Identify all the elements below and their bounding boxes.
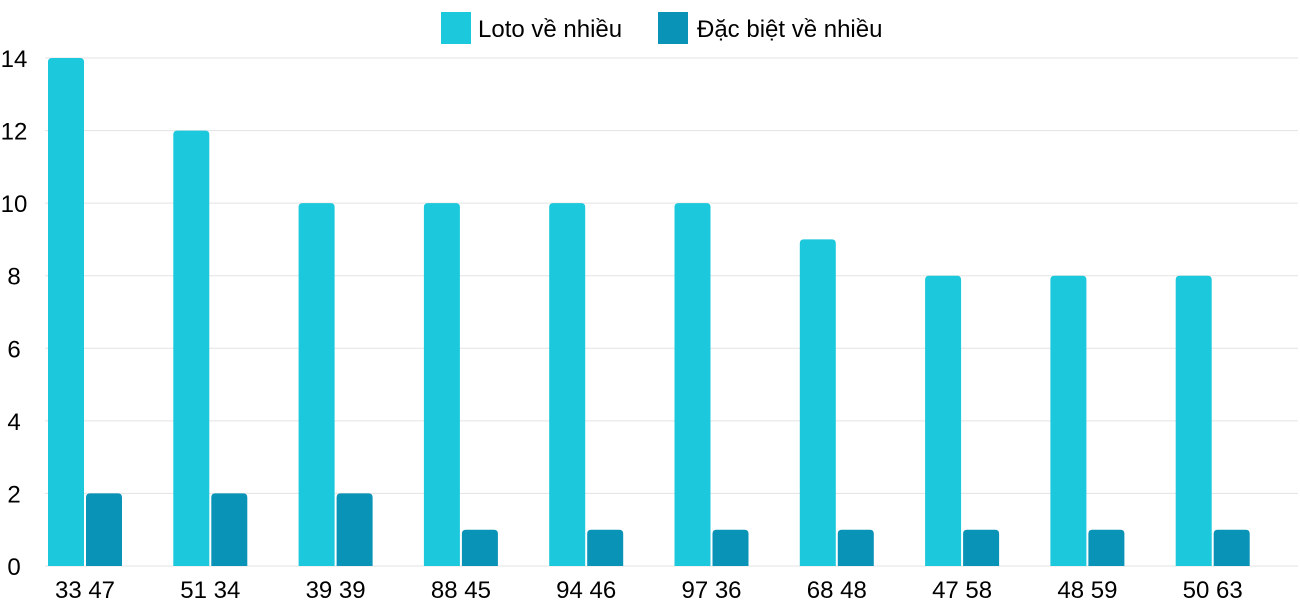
legend: Loto về nhiều Đặc biệt về nhiều: [441, 12, 882, 44]
bars: [48, 58, 1250, 567]
x-tick-label: 48 59: [1057, 577, 1117, 600]
bar-dac-biet: [86, 493, 122, 566]
x-tick-label: 47 58: [932, 577, 992, 600]
bar-loto: [925, 275, 962, 566]
y-tick-label: 10: [1, 191, 28, 218]
legend-label: Đặc biệt về nhiều: [697, 16, 882, 43]
bar-loto: [173, 130, 210, 567]
gridlines: [45, 57, 1298, 567]
bar-loto: [799, 239, 836, 566]
x-tick-label: 88 45: [431, 577, 491, 600]
bar-loto: [674, 203, 711, 566]
x-tick-label: 50 63: [1183, 577, 1243, 600]
bar-dac-biet: [211, 493, 248, 566]
bar-dac-biet: [837, 529, 874, 566]
legend-swatch: [658, 12, 688, 44]
x-tick-label: 33 47: [55, 577, 115, 600]
bar-loto: [423, 203, 460, 566]
x-tick-label: 39 39: [306, 577, 366, 600]
bar-loto: [1175, 275, 1212, 566]
legend-swatch: [441, 12, 471, 44]
bar-dac-biet: [1088, 529, 1125, 566]
x-tick-label: 97 36: [681, 577, 741, 600]
bar-loto: [298, 203, 335, 566]
y-tick-label: 2: [7, 481, 20, 508]
bar-dac-biet: [461, 529, 498, 566]
bar-loto: [1050, 275, 1087, 566]
bar-dac-biet: [963, 529, 1000, 566]
y-tick-label: 4: [7, 409, 20, 436]
bar-dac-biet: [587, 529, 624, 566]
y-tick-label: 0: [7, 554, 20, 581]
x-tick-label: 94 46: [556, 577, 616, 600]
x-axis-ticks: 33 47 51 34 39 39 88 45 94 46 97 36 68 48 47 58…: [55, 577, 1243, 600]
y-tick-label: 6: [7, 336, 20, 363]
bar-loto: [549, 203, 586, 566]
bar-loto: [48, 58, 84, 566]
bar-dac-biet: [336, 493, 373, 566]
x-tick-label: 51 34: [180, 577, 240, 600]
y-tick-label: 12: [1, 119, 28, 146]
legend-label: Loto về nhiều: [478, 16, 622, 43]
y-tick-label: 8: [7, 264, 20, 291]
bar-dac-biet: [1213, 529, 1250, 566]
bar-dac-biet: [712, 529, 749, 566]
y-axis-ticks: 0 2 4 6 8 10 12 14: [1, 46, 28, 581]
y-tick-label: 14: [1, 46, 28, 73]
x-tick-label: 68 48: [807, 577, 867, 600]
